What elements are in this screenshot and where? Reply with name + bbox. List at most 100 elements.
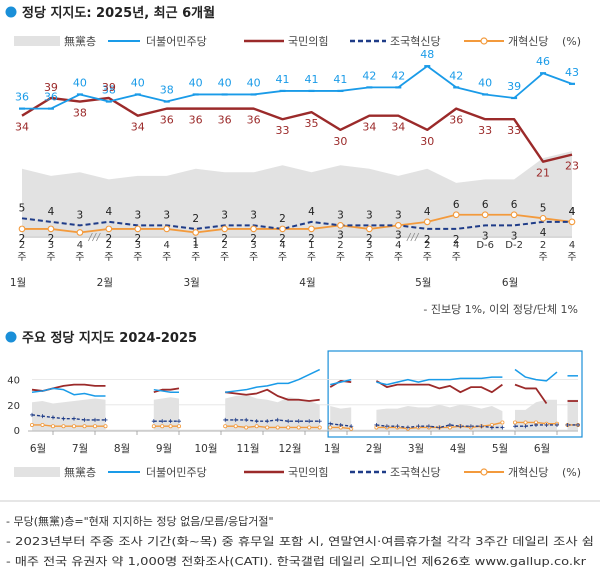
x-tick-label: 3 bbox=[135, 240, 141, 251]
chart1-title-bullet-icon bbox=[5, 6, 17, 18]
legend-label-none: 無黨층 bbox=[64, 34, 96, 48]
series-reform-point bbox=[76, 229, 84, 236]
series-rebuild-point bbox=[103, 417, 108, 422]
series-reform-point bbox=[244, 425, 249, 430]
axis-break-mark-icon bbox=[414, 232, 420, 242]
series-rebuild-point bbox=[468, 424, 473, 429]
series-reform-point bbox=[82, 424, 87, 429]
reform-data-label: 4 bbox=[424, 206, 431, 218]
x-tick-label: D-6 bbox=[476, 240, 494, 251]
series-reform-line bbox=[22, 213, 573, 234]
note-line: - 2023년부터 주중 조사 기간(화~목) 중 휴무일 포함 시, 연말연시… bbox=[6, 534, 594, 548]
series-rebuild-point bbox=[479, 424, 484, 429]
series-reform-point bbox=[452, 211, 460, 219]
x-month-label: 10월 bbox=[194, 443, 217, 455]
series-reform-point bbox=[40, 422, 45, 427]
ppp-data-label: 34 bbox=[391, 121, 405, 134]
series-rebuild-point bbox=[72, 416, 76, 421]
legend2-label-ppp: 국민의힘 bbox=[288, 466, 328, 479]
series-reform-point bbox=[275, 425, 280, 430]
x-month-label: 6월 bbox=[30, 443, 46, 455]
series-ppp-line bbox=[31, 383, 106, 392]
y-tick-label: 0 bbox=[14, 426, 20, 437]
series-rebuild-point bbox=[426, 424, 431, 429]
series-none-area bbox=[376, 404, 503, 430]
minjoo-data-label: 42 bbox=[449, 69, 463, 82]
ppp-data-label: 36 bbox=[218, 114, 232, 127]
series-reform-point bbox=[134, 225, 142, 233]
legend-unit: (%) bbox=[562, 35, 581, 48]
x-tick-label: 2 bbox=[221, 240, 227, 251]
series-reform-point bbox=[93, 424, 98, 429]
ppp-data-label: 39 bbox=[44, 81, 58, 94]
legend2-unit: (%) bbox=[562, 466, 581, 479]
series-reform-line bbox=[225, 425, 320, 429]
x-tick-unit: 주 bbox=[278, 252, 287, 263]
series-reform-point bbox=[308, 225, 315, 233]
series-rebuild-point bbox=[93, 417, 97, 422]
x-tick-unit: 주 bbox=[17, 252, 26, 263]
series-reform-point bbox=[286, 425, 291, 430]
x-tick-unit: 주 bbox=[423, 252, 432, 263]
series-reform-point bbox=[254, 424, 259, 429]
series-rebuild-line bbox=[225, 419, 320, 422]
series-reform-point bbox=[328, 425, 333, 430]
series-rebuild-point bbox=[513, 424, 517, 429]
minjoo-data-label: 43 bbox=[565, 66, 579, 79]
reform-data-label: 2 bbox=[19, 233, 26, 245]
x-tick-unit: 주 bbox=[567, 252, 576, 263]
rebuild-data-label: 4 bbox=[308, 206, 315, 218]
reform-data-label: 6 bbox=[511, 199, 518, 211]
x-month-label: 1월 bbox=[324, 443, 340, 455]
x-month-label: 8월 bbox=[114, 443, 130, 455]
series-rebuild-point bbox=[296, 419, 301, 424]
series-rebuild-point bbox=[374, 422, 379, 427]
chart2-legend: 無黨층 더불어민주당 국민의힘 조국혁신당 개혁신당 (%) bbox=[14, 465, 581, 479]
x-tick-unit: 주 bbox=[365, 252, 374, 263]
reform-data-label: 2 bbox=[308, 233, 315, 245]
series-rebuild-point bbox=[328, 421, 333, 426]
x-tick-unit: 주 bbox=[538, 252, 547, 263]
axis-break-mark-icon bbox=[406, 232, 412, 242]
series-minjoo-line bbox=[153, 388, 179, 393]
reform-data-label: 2 bbox=[48, 233, 55, 245]
series-rebuild-point bbox=[534, 422, 538, 427]
x-month-label: 2월 bbox=[97, 277, 113, 289]
series-rebuild-point bbox=[395, 424, 400, 429]
series-rebuild-point bbox=[437, 425, 442, 430]
series-reform-point bbox=[394, 222, 402, 229]
rebuild-data-label: 3 bbox=[482, 230, 489, 242]
legend2-label-none: 無黨층 bbox=[64, 465, 96, 479]
rebuild-data-label: 5 bbox=[19, 202, 26, 214]
x-tick-label: 2 bbox=[540, 240, 546, 251]
series-none-area bbox=[22, 151, 572, 236]
x-tick-unit: 주 bbox=[46, 252, 55, 263]
minjoo-data-label: 38 bbox=[160, 84, 174, 97]
x-month-label: 11월 bbox=[236, 443, 259, 455]
series-minjoo-line bbox=[330, 378, 352, 386]
minjoo-data-label: 41 bbox=[276, 73, 290, 86]
ppp-data-label: 21 bbox=[536, 167, 550, 180]
legend2-label-reform: 개혁신당 bbox=[508, 466, 548, 479]
x-month-label: 6월 bbox=[502, 277, 518, 289]
rebuild-data-label: 2 bbox=[424, 234, 431, 246]
chart2-title-bullet-icon bbox=[5, 331, 17, 343]
series-rebuild-point bbox=[576, 422, 580, 427]
series-rebuild-point bbox=[338, 422, 343, 427]
axis-break-mark-icon bbox=[410, 232, 416, 242]
series-reform-point bbox=[523, 420, 528, 425]
legend2-swatch-reform-marker-icon bbox=[480, 468, 488, 476]
series-reform-point bbox=[500, 420, 505, 425]
x-month-label: 12월 bbox=[278, 443, 301, 455]
minjoo-data-label: 46 bbox=[536, 55, 550, 68]
legend-label-rebuild: 조국혁신당 bbox=[390, 35, 441, 48]
series-ppp-line bbox=[375, 380, 503, 394]
ppp-data-label: 36 bbox=[449, 114, 463, 127]
x-tick-label: 4 bbox=[164, 240, 170, 251]
rebuild-data-label: 4 bbox=[48, 206, 55, 218]
x-tick-label: 2 bbox=[337, 240, 343, 251]
minjoo-data-label: 36 bbox=[44, 91, 58, 104]
rebuild-data-label: 4 bbox=[105, 206, 112, 218]
series-rebuild-point bbox=[286, 419, 291, 424]
